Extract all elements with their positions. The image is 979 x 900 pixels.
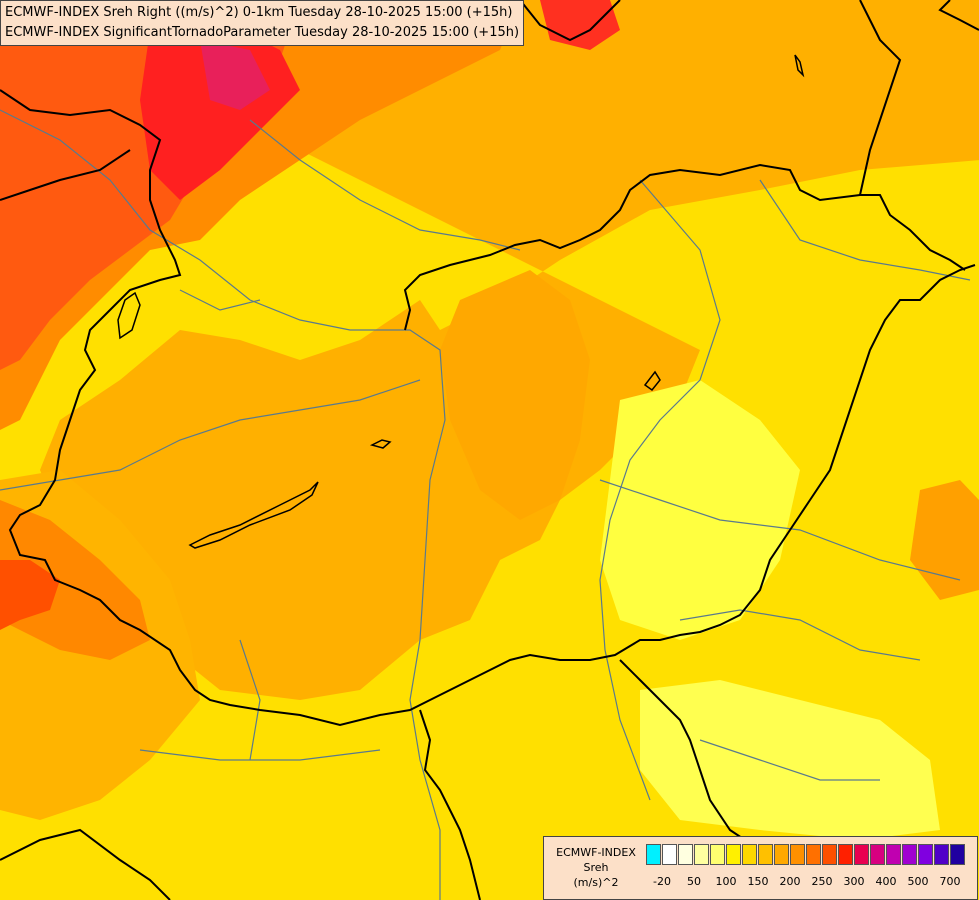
legend-tick-label: 700 [939,875,961,888]
field-darkorange-sw [0,500,150,660]
legend-swatch [950,844,965,865]
color-legend: ECMWF-INDEX Sreh (m/s)^2 -20 50 100 150 200 2… [543,836,978,900]
legend-parameter: Sreh [583,861,609,874]
legend-swatch [902,844,917,865]
field-orange-center [440,270,590,520]
legend-swatch [934,844,949,865]
field-darkorange-right [910,480,979,600]
legend-swatch [854,844,869,865]
legend-tick-label: 400 [875,875,897,888]
legend-tick-label: 150 [747,875,769,888]
legend-swatch [646,844,661,865]
legend-tick-label: 250 [811,875,833,888]
legend-swatch [742,844,757,865]
field-red-ne [540,0,620,50]
legend-unit: (m/s)^2 [573,876,619,889]
field-crimson-n [200,40,270,110]
lakes [117,54,805,549]
legend-swatch [694,844,709,865]
map-title-box: ECMWF-INDEX Sreh Right ((m/s)^2) 0-1km T… [0,0,525,46]
legend-tick-label: 500 [907,875,929,888]
title-line-stp: ECMWF-INDEX SignificantTornadoParameter … [5,25,520,40]
legend-swatch [838,844,853,865]
title-line-sreh: ECMWF-INDEX Sreh Right ((m/s)^2) 0-1km T… [5,5,513,20]
field-lightyellow-east [600,380,800,640]
legend-model: ECMWF-INDEX [556,846,636,859]
legend-swatch [758,844,773,865]
legend-swatch [774,844,789,865]
legend-label: ECMWF-INDEX Sreh (m/s)^2 [548,845,644,890]
legend-swatch [790,844,805,865]
legend-swatch [806,844,821,865]
legend-swatch [822,844,837,865]
legend-swatch [678,844,693,865]
legend-tick-label: -20 [653,875,671,888]
legend-swatch [886,844,901,865]
legend-swatch [870,844,885,865]
river-lines [0,109,971,900]
field-lightyellow-se [640,680,940,840]
legend-tick-label: 100 [715,875,737,888]
legend-swatch [918,844,933,865]
legend-tick-label: 50 [687,875,701,888]
legend-swatch [662,844,677,865]
legend-swatch [710,844,725,865]
legend-swatch [726,844,741,865]
legend-tick-label: 300 [843,875,865,888]
legend-tick-label: 200 [779,875,801,888]
field-red-n [140,20,300,200]
field-red-sw [0,560,60,630]
